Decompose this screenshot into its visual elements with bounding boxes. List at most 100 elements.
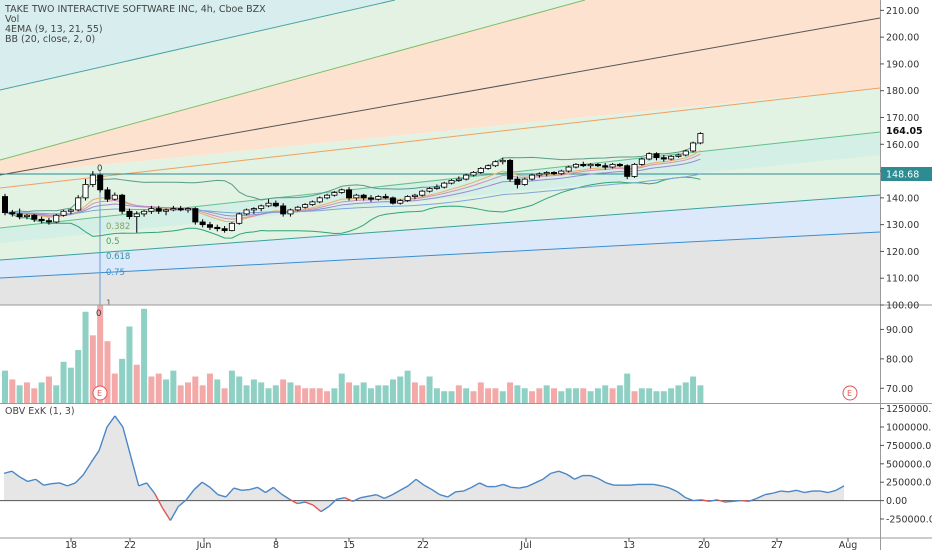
candle[interactable] — [433, 184, 440, 190]
candle[interactable] — [514, 176, 521, 189]
candle[interactable] — [529, 173, 536, 181]
candle[interactable] — [206, 221, 213, 230]
candle[interactable] — [331, 191, 338, 197]
candle[interactable] — [492, 160, 499, 168]
candle[interactable] — [155, 205, 162, 214]
candle[interactable] — [455, 176, 462, 182]
candle[interactable] — [45, 217, 52, 225]
candle[interactable] — [602, 163, 609, 170]
candle[interactable] — [53, 213, 60, 224]
candle[interactable] — [192, 207, 199, 225]
candle[interactable] — [419, 189, 426, 197]
time-axis[interactable]: 18 22 Jun 8 15 22 Jul 13 20 27 Aug — [65, 538, 857, 550]
candle[interactable] — [111, 192, 118, 201]
candle[interactable] — [214, 224, 221, 232]
candle[interactable] — [250, 207, 257, 214]
price-pane[interactable]: 0 0.382 0.5 0.618 0.75 1 — [0, 0, 880, 309]
candle[interactable] — [616, 163, 623, 168]
candle[interactable] — [184, 207, 191, 213]
candle[interactable] — [353, 193, 360, 201]
candle[interactable] — [294, 205, 301, 212]
candle[interactable] — [441, 181, 448, 189]
candle[interactable] — [426, 187, 433, 193]
candle[interactable] — [646, 152, 653, 161]
candle[interactable] — [565, 165, 572, 173]
candle[interactable] — [199, 219, 206, 228]
obv-pane[interactable] — [0, 404, 880, 538]
candle[interactable] — [382, 193, 389, 200]
candle[interactable] — [141, 209, 148, 217]
earnings-marker-2[interactable]: E — [842, 385, 858, 401]
candle[interactable] — [690, 141, 697, 153]
candle[interactable] — [309, 200, 316, 206]
candle[interactable] — [587, 163, 594, 169]
candle[interactable] — [470, 171, 477, 177]
candle[interactable] — [624, 164, 631, 180]
candle[interactable] — [375, 195, 382, 201]
candle[interactable] — [572, 163, 579, 169]
candle[interactable] — [338, 188, 345, 194]
candle[interactable] — [38, 216, 45, 224]
candle[interactable] — [16, 208, 23, 220]
candle[interactable] — [668, 155, 675, 161]
candle[interactable] — [265, 199, 272, 208]
candle[interactable] — [660, 155, 667, 162]
candle[interactable] — [389, 196, 396, 205]
candles[interactable] — [2, 132, 704, 233]
candle[interactable] — [499, 157, 506, 165]
candle[interactable] — [148, 205, 155, 214]
obv-axis[interactable]: 1250000.00 1000000.00 750000.00 500000.00 25… — [880, 404, 932, 526]
candle[interactable] — [31, 213, 38, 222]
candle[interactable] — [609, 163, 616, 169]
candle[interactable] — [272, 200, 279, 208]
candle[interactable] — [221, 225, 228, 233]
candle[interactable] — [23, 213, 30, 220]
candle[interactable] — [126, 208, 133, 220]
candle[interactable] — [507, 159, 514, 182]
candle[interactable] — [631, 163, 638, 178]
candle[interactable] — [697, 132, 704, 145]
candle[interactable] — [653, 152, 660, 161]
candle[interactable] — [558, 169, 565, 176]
candle[interactable] — [258, 204, 265, 212]
candle[interactable] — [163, 208, 170, 216]
candle[interactable] — [324, 193, 331, 200]
candle[interactable] — [236, 212, 243, 225]
price-axis[interactable]: 210.00200.00190.00180.00170.00160.00150.… — [880, 6, 919, 312]
candle[interactable] — [75, 195, 82, 212]
candle[interactable] — [594, 163, 601, 168]
volume-pane[interactable] — [0, 297, 880, 403]
candle[interactable] — [397, 199, 404, 205]
candle[interactable] — [2, 193, 8, 216]
candle[interactable] — [97, 173, 104, 193]
candle[interactable] — [536, 172, 543, 178]
candle[interactable] — [316, 196, 323, 204]
candle[interactable] — [228, 221, 235, 232]
candle[interactable] — [367, 195, 374, 202]
volume-axis[interactable]: 90.00 80.00 70.00 — [880, 325, 913, 395]
candle[interactable] — [346, 187, 353, 201]
candle[interactable] — [302, 203, 309, 209]
candle[interactable] — [448, 179, 455, 185]
candle[interactable] — [89, 171, 96, 188]
candle[interactable] — [360, 193, 367, 201]
candle[interactable] — [133, 211, 140, 233]
candle[interactable] — [280, 203, 287, 217]
earnings-marker-1[interactable]: E — [92, 385, 108, 401]
candle[interactable] — [638, 157, 645, 166]
candle[interactable] — [119, 193, 126, 214]
candle[interactable] — [675, 153, 682, 158]
candle[interactable] — [543, 171, 550, 177]
candle[interactable] — [60, 209, 67, 217]
candle[interactable] — [243, 208, 250, 216]
candle[interactable] — [521, 177, 528, 186]
candle[interactable] — [682, 149, 689, 157]
candle[interactable] — [485, 164, 492, 170]
candle[interactable] — [404, 195, 411, 202]
candle[interactable] — [177, 205, 184, 212]
candle[interactable] — [9, 209, 16, 217]
candle[interactable] — [463, 173, 470, 181]
candle[interactable] — [551, 171, 558, 176]
candle[interactable] — [287, 208, 294, 217]
